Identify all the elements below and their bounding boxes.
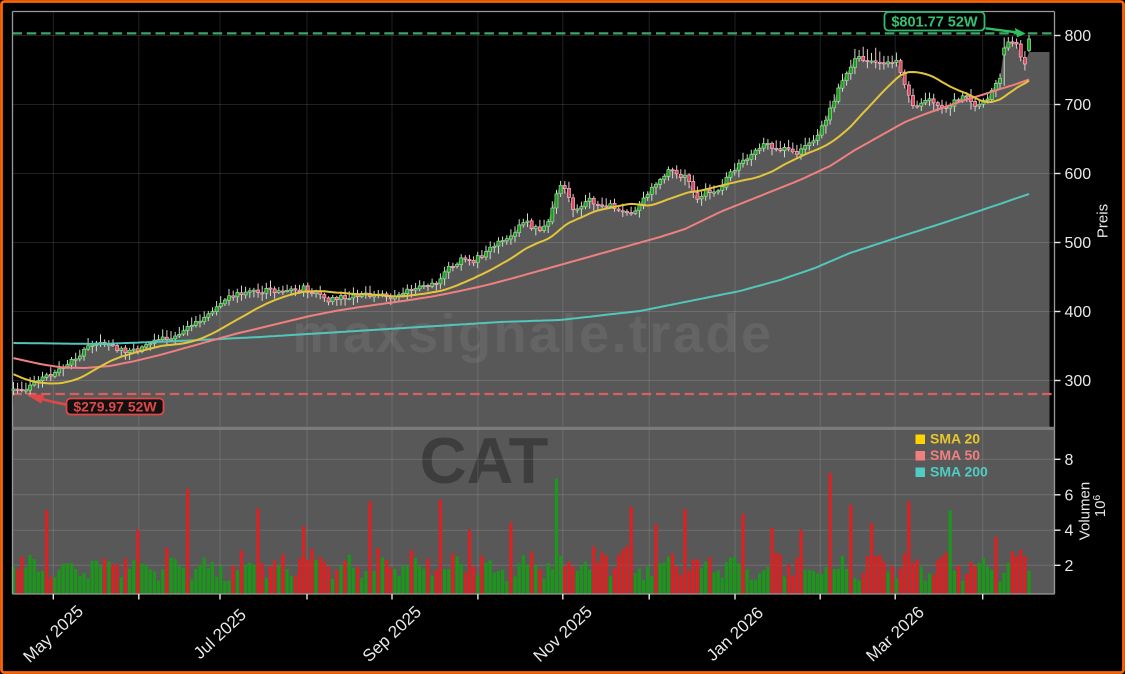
svg-text:SMA 20: SMA 20 <box>930 431 980 447</box>
svg-text:Preis: Preis <box>1095 204 1112 238</box>
svg-text:400: 400 <box>1065 304 1092 321</box>
svg-text:600: 600 <box>1065 166 1092 183</box>
svg-text:300: 300 <box>1065 373 1092 390</box>
svg-text:$801.77 52W: $801.77 52W <box>891 15 978 31</box>
svg-text:700: 700 <box>1065 97 1092 114</box>
svg-text:500: 500 <box>1065 235 1092 252</box>
svg-text:$279.97 52W: $279.97 52W <box>73 399 157 415</box>
svg-text:CAT: CAT <box>420 424 549 497</box>
svg-text:2: 2 <box>1065 558 1074 575</box>
svg-text:maxsignale.trade: maxsignale.trade <box>292 304 773 364</box>
svg-text:Volumen: Volumen <box>1077 482 1094 540</box>
svg-text:SMA 50: SMA 50 <box>930 447 980 463</box>
svg-text:6: 6 <box>1065 487 1074 504</box>
svg-text:4: 4 <box>1065 523 1074 540</box>
svg-text:SMA 200: SMA 200 <box>930 464 988 480</box>
svg-text:800: 800 <box>1065 28 1092 45</box>
svg-text:8: 8 <box>1065 452 1074 469</box>
